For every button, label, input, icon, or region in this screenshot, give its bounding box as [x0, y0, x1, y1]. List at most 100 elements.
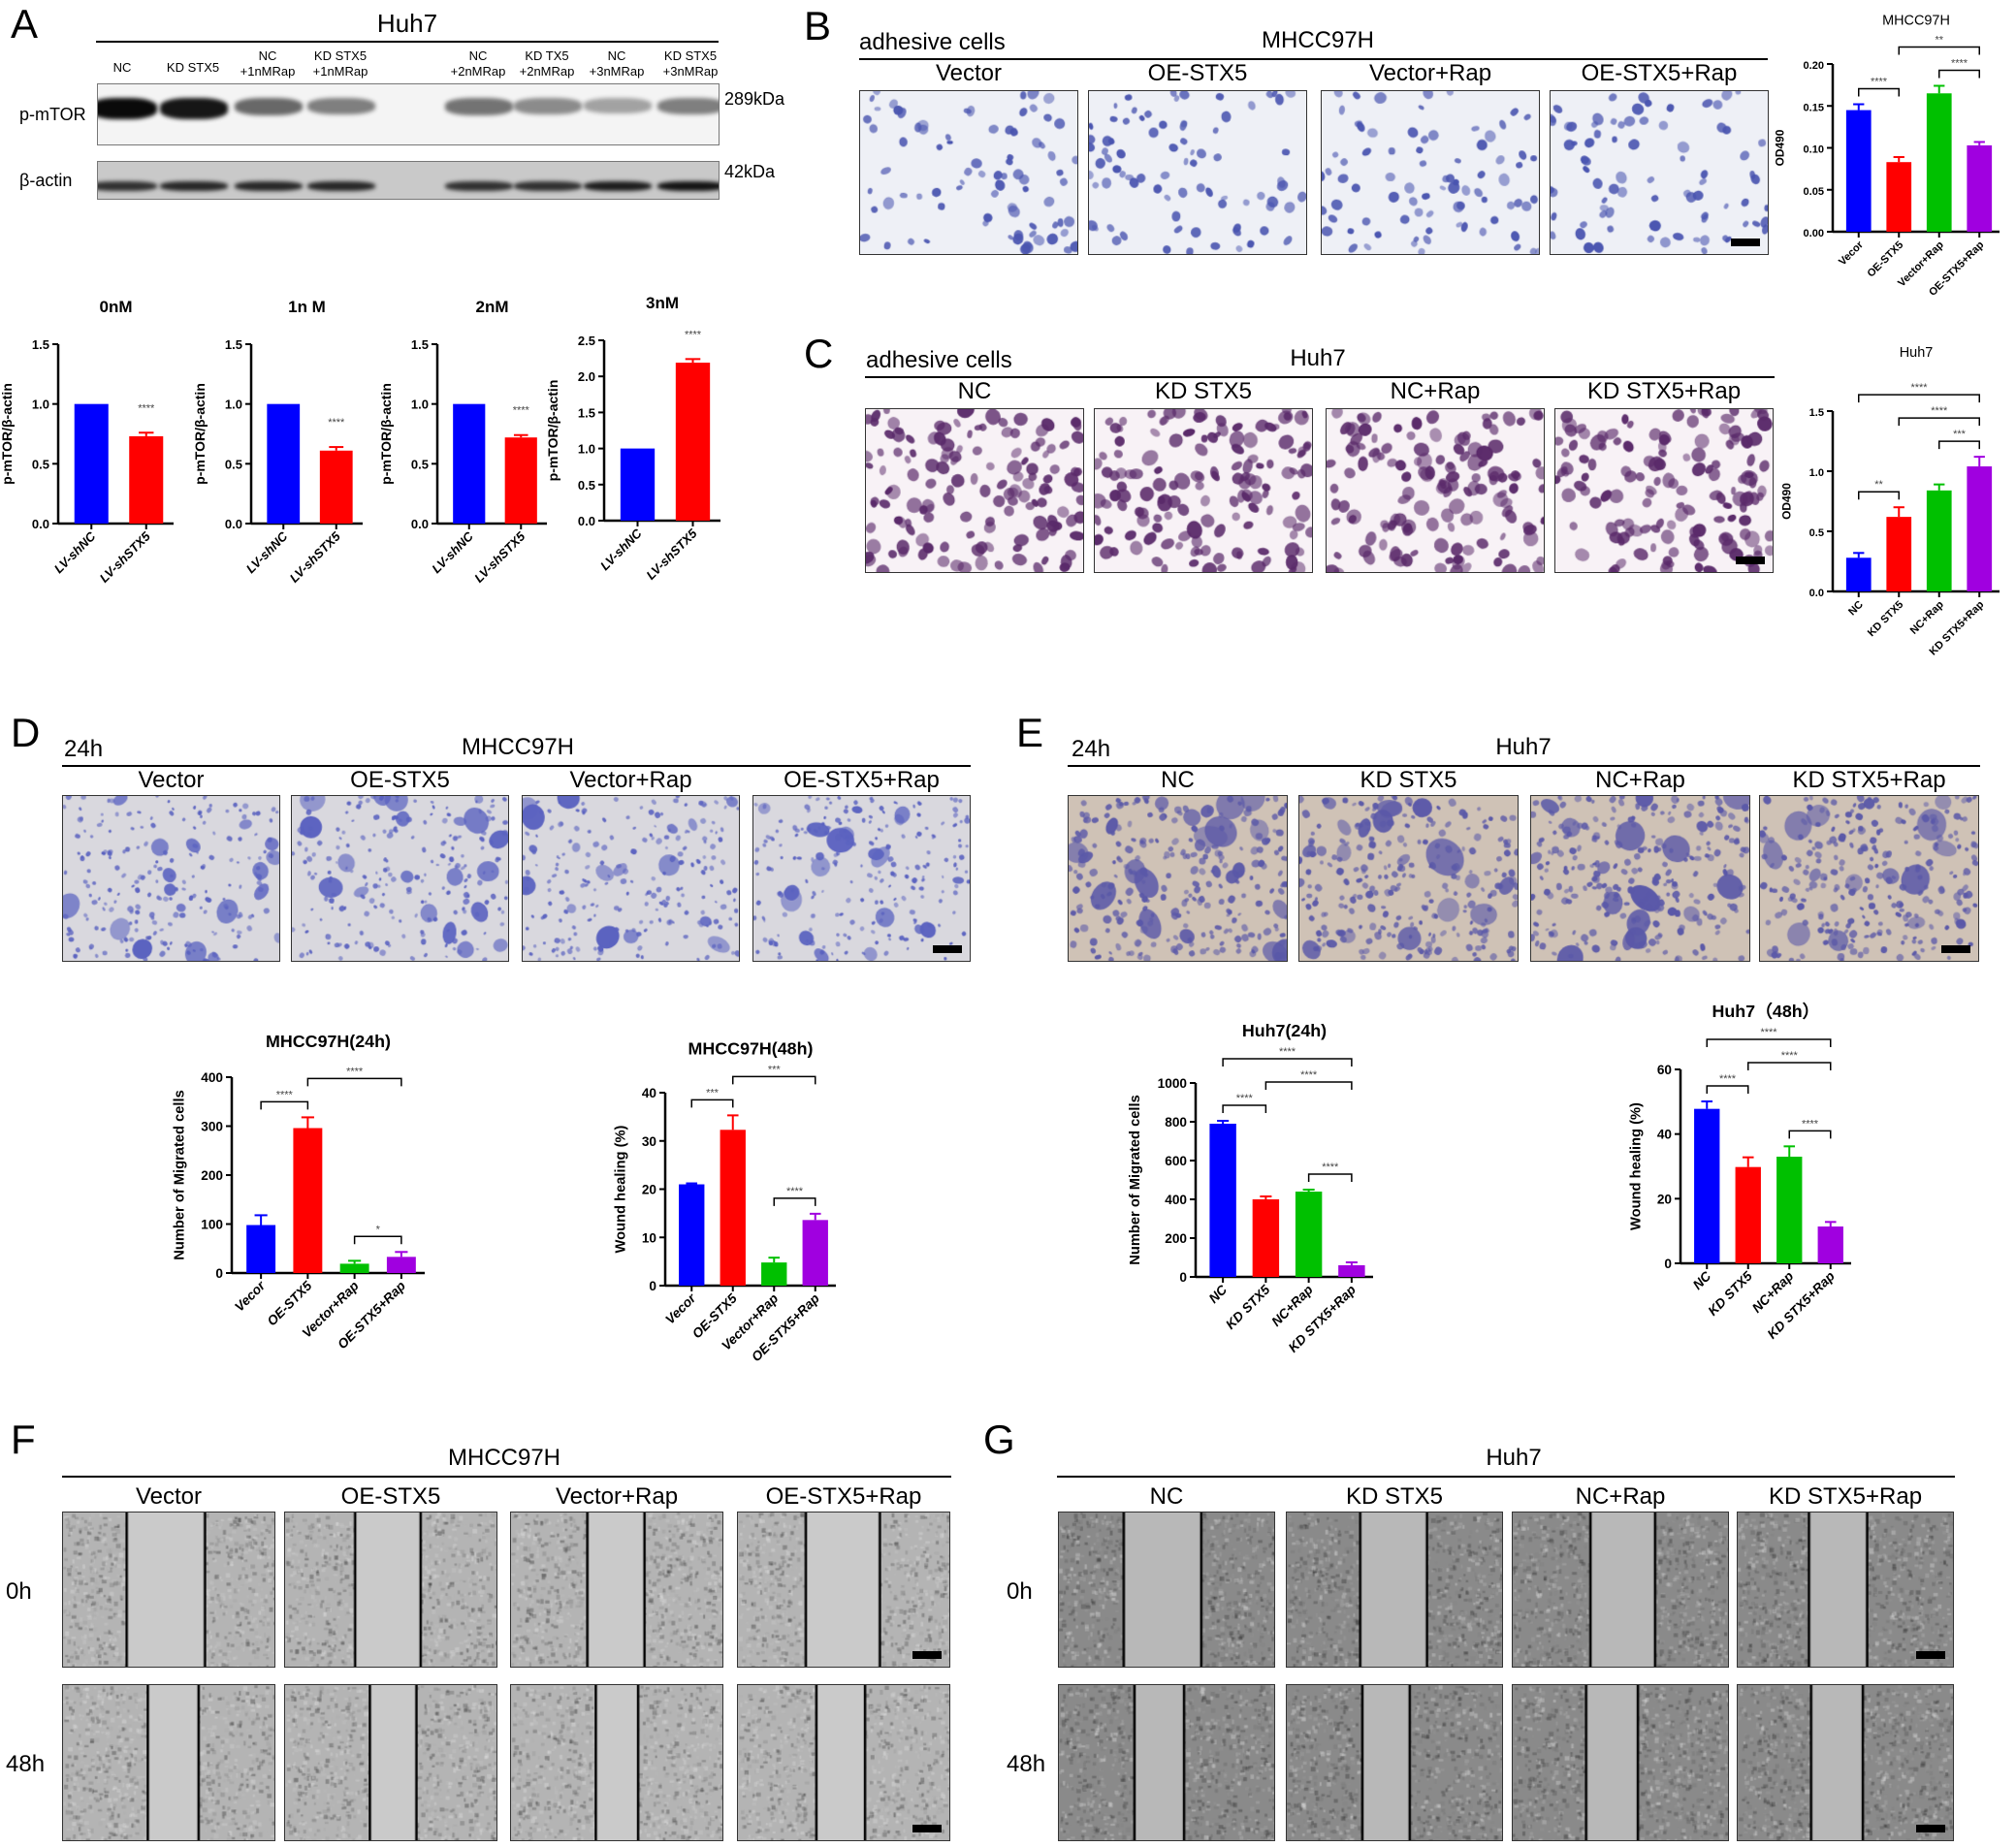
- chart-D-24h: 0 100 200 300 400 Number of Migrated cells Vec…: [172, 1032, 425, 1352]
- blot-band: [307, 181, 375, 191]
- bar: [293, 1128, 323, 1273]
- blot-band: [445, 181, 513, 191]
- bar: [129, 435, 164, 524]
- column-label: NC+Rap: [1575, 1483, 1666, 1510]
- column-label: OE-STX5+Rap: [1581, 60, 1738, 86]
- microscopy-image: [1530, 795, 1750, 962]
- bar: [761, 1262, 787, 1286]
- y-axis-label: p-mTOR/β-actin: [545, 380, 560, 482]
- bar: [720, 1130, 746, 1286]
- panel-label-d: D: [11, 710, 41, 755]
- y-tick-label: 0.0: [578, 514, 595, 528]
- lane-label: NC +2nMRap: [450, 48, 506, 79]
- bar: [1926, 490, 1952, 591]
- wound-image: [1737, 1684, 1954, 1841]
- molecular-weight-label: 289kDa: [724, 89, 785, 109]
- blot-band: [98, 98, 157, 119]
- panel-title-line: [1057, 1476, 1955, 1478]
- column-label: KD STX5+Rap: [1768, 1483, 1923, 1510]
- blot-band: [160, 98, 228, 119]
- bar: [1735, 1166, 1761, 1263]
- significance-label: ****: [346, 1066, 364, 1077]
- p-mtor-blot: [97, 83, 720, 145]
- y-tick-label: 0.0: [32, 517, 49, 531]
- microscopy-image: [752, 795, 971, 962]
- blot-band: [445, 98, 513, 115]
- panel-label-a: A: [11, 1, 39, 47]
- significance-bracket: [1264, 1081, 1353, 1090]
- x-tick-label: OE-STX5: [1865, 239, 1905, 280]
- y-tick-label: 0.20: [1803, 60, 1824, 72]
- microscopy-image: [1550, 90, 1769, 255]
- bar: [1845, 110, 1872, 232]
- y-tick-label: 1.5: [411, 337, 429, 352]
- microscopy-image: [522, 795, 740, 962]
- significance-label: ***: [1953, 429, 1967, 440]
- bar: [319, 450, 353, 524]
- panel-title: MHCC97H: [1261, 27, 1375, 53]
- column-label: NC+Rap: [1390, 378, 1481, 404]
- y-tick-label: 1.5: [1809, 407, 1824, 419]
- significance-bracket: [1938, 69, 1980, 79]
- panel-title: Huh7: [1290, 345, 1346, 371]
- bar: [1967, 144, 1993, 232]
- wound-image: [1512, 1512, 1729, 1668]
- x-tick-label: LV-shNC: [429, 528, 476, 576]
- y-tick-label: 0: [1179, 1270, 1187, 1285]
- bar: [1694, 1108, 1720, 1263]
- significance-label: ****: [1300, 1069, 1318, 1081]
- significance-bracket: [1222, 1058, 1353, 1067]
- significance-bracket: [1938, 440, 1980, 450]
- panel-title-line: [1068, 765, 1980, 767]
- column-label: NC: [1161, 767, 1195, 793]
- significance-label: ***: [768, 1064, 782, 1075]
- wound-image: [1058, 1684, 1275, 1841]
- chart-title: MHCC97H(48h): [688, 1038, 814, 1058]
- significance-label: ****: [276, 1089, 294, 1100]
- significance-label: ****: [1322, 1162, 1339, 1173]
- column-label: NC: [1149, 1483, 1184, 1510]
- wound-image: [1286, 1684, 1503, 1841]
- bar: [679, 1184, 705, 1286]
- y-tick-label: 0.5: [578, 478, 595, 493]
- y-tick-label: 0: [1664, 1257, 1672, 1271]
- column-label: Vector+Rap: [1368, 60, 1492, 86]
- significance-label: ****: [1236, 1093, 1254, 1104]
- y-tick-label: 1.0: [1809, 467, 1824, 479]
- panel-title-line: [859, 58, 1768, 60]
- y-tick-label: 1000: [1158, 1076, 1188, 1091]
- x-tick-label: LV-shSTX5: [287, 528, 344, 586]
- lane-label: KD STX5: [166, 60, 220, 75]
- column-label: KD STX5+Rap: [1792, 767, 1946, 793]
- y-axis-label: Number of Migrated cells: [172, 1090, 187, 1259]
- significance-bracket: [1858, 491, 1900, 500]
- significance-bracket: [1222, 1104, 1267, 1113]
- blot-band: [657, 98, 719, 114]
- time-row-label: 0h: [6, 1578, 32, 1605]
- blot-band: [514, 181, 582, 191]
- lane-label: NC +3nMRap: [589, 48, 645, 79]
- x-tick-label: KD STX5: [1706, 1268, 1756, 1319]
- column-label: Vector+Rap: [569, 767, 692, 793]
- bar: [339, 1263, 369, 1273]
- significance-label: ****: [1931, 405, 1948, 417]
- microscopy-image: [859, 90, 1078, 255]
- microscopy-image: [1298, 795, 1519, 962]
- bar: [1886, 162, 1912, 232]
- scale-bar: [1916, 1651, 1945, 1659]
- chart-title: Huh7（48h）: [1712, 1002, 1819, 1021]
- y-tick-label: 2.0: [578, 369, 595, 384]
- column-label: OE-STX5+Rap: [765, 1483, 922, 1510]
- y-tick-label: 0.5: [411, 457, 429, 471]
- significance-label: ****: [513, 405, 530, 417]
- chart-title: MHCC97H(24h): [266, 1032, 391, 1051]
- bar: [504, 437, 537, 524]
- x-tick-label: NC: [1690, 1268, 1714, 1292]
- chart-E-24h: 0 200 400 600 800 1000 Number of Migrated cell…: [1128, 1021, 1373, 1355]
- y-tick-label: 0.15: [1803, 102, 1824, 113]
- x-tick-label: Vecor: [1837, 239, 1866, 268]
- significance-bracket: [1307, 1173, 1353, 1182]
- y-tick-label: 1.5: [32, 337, 49, 352]
